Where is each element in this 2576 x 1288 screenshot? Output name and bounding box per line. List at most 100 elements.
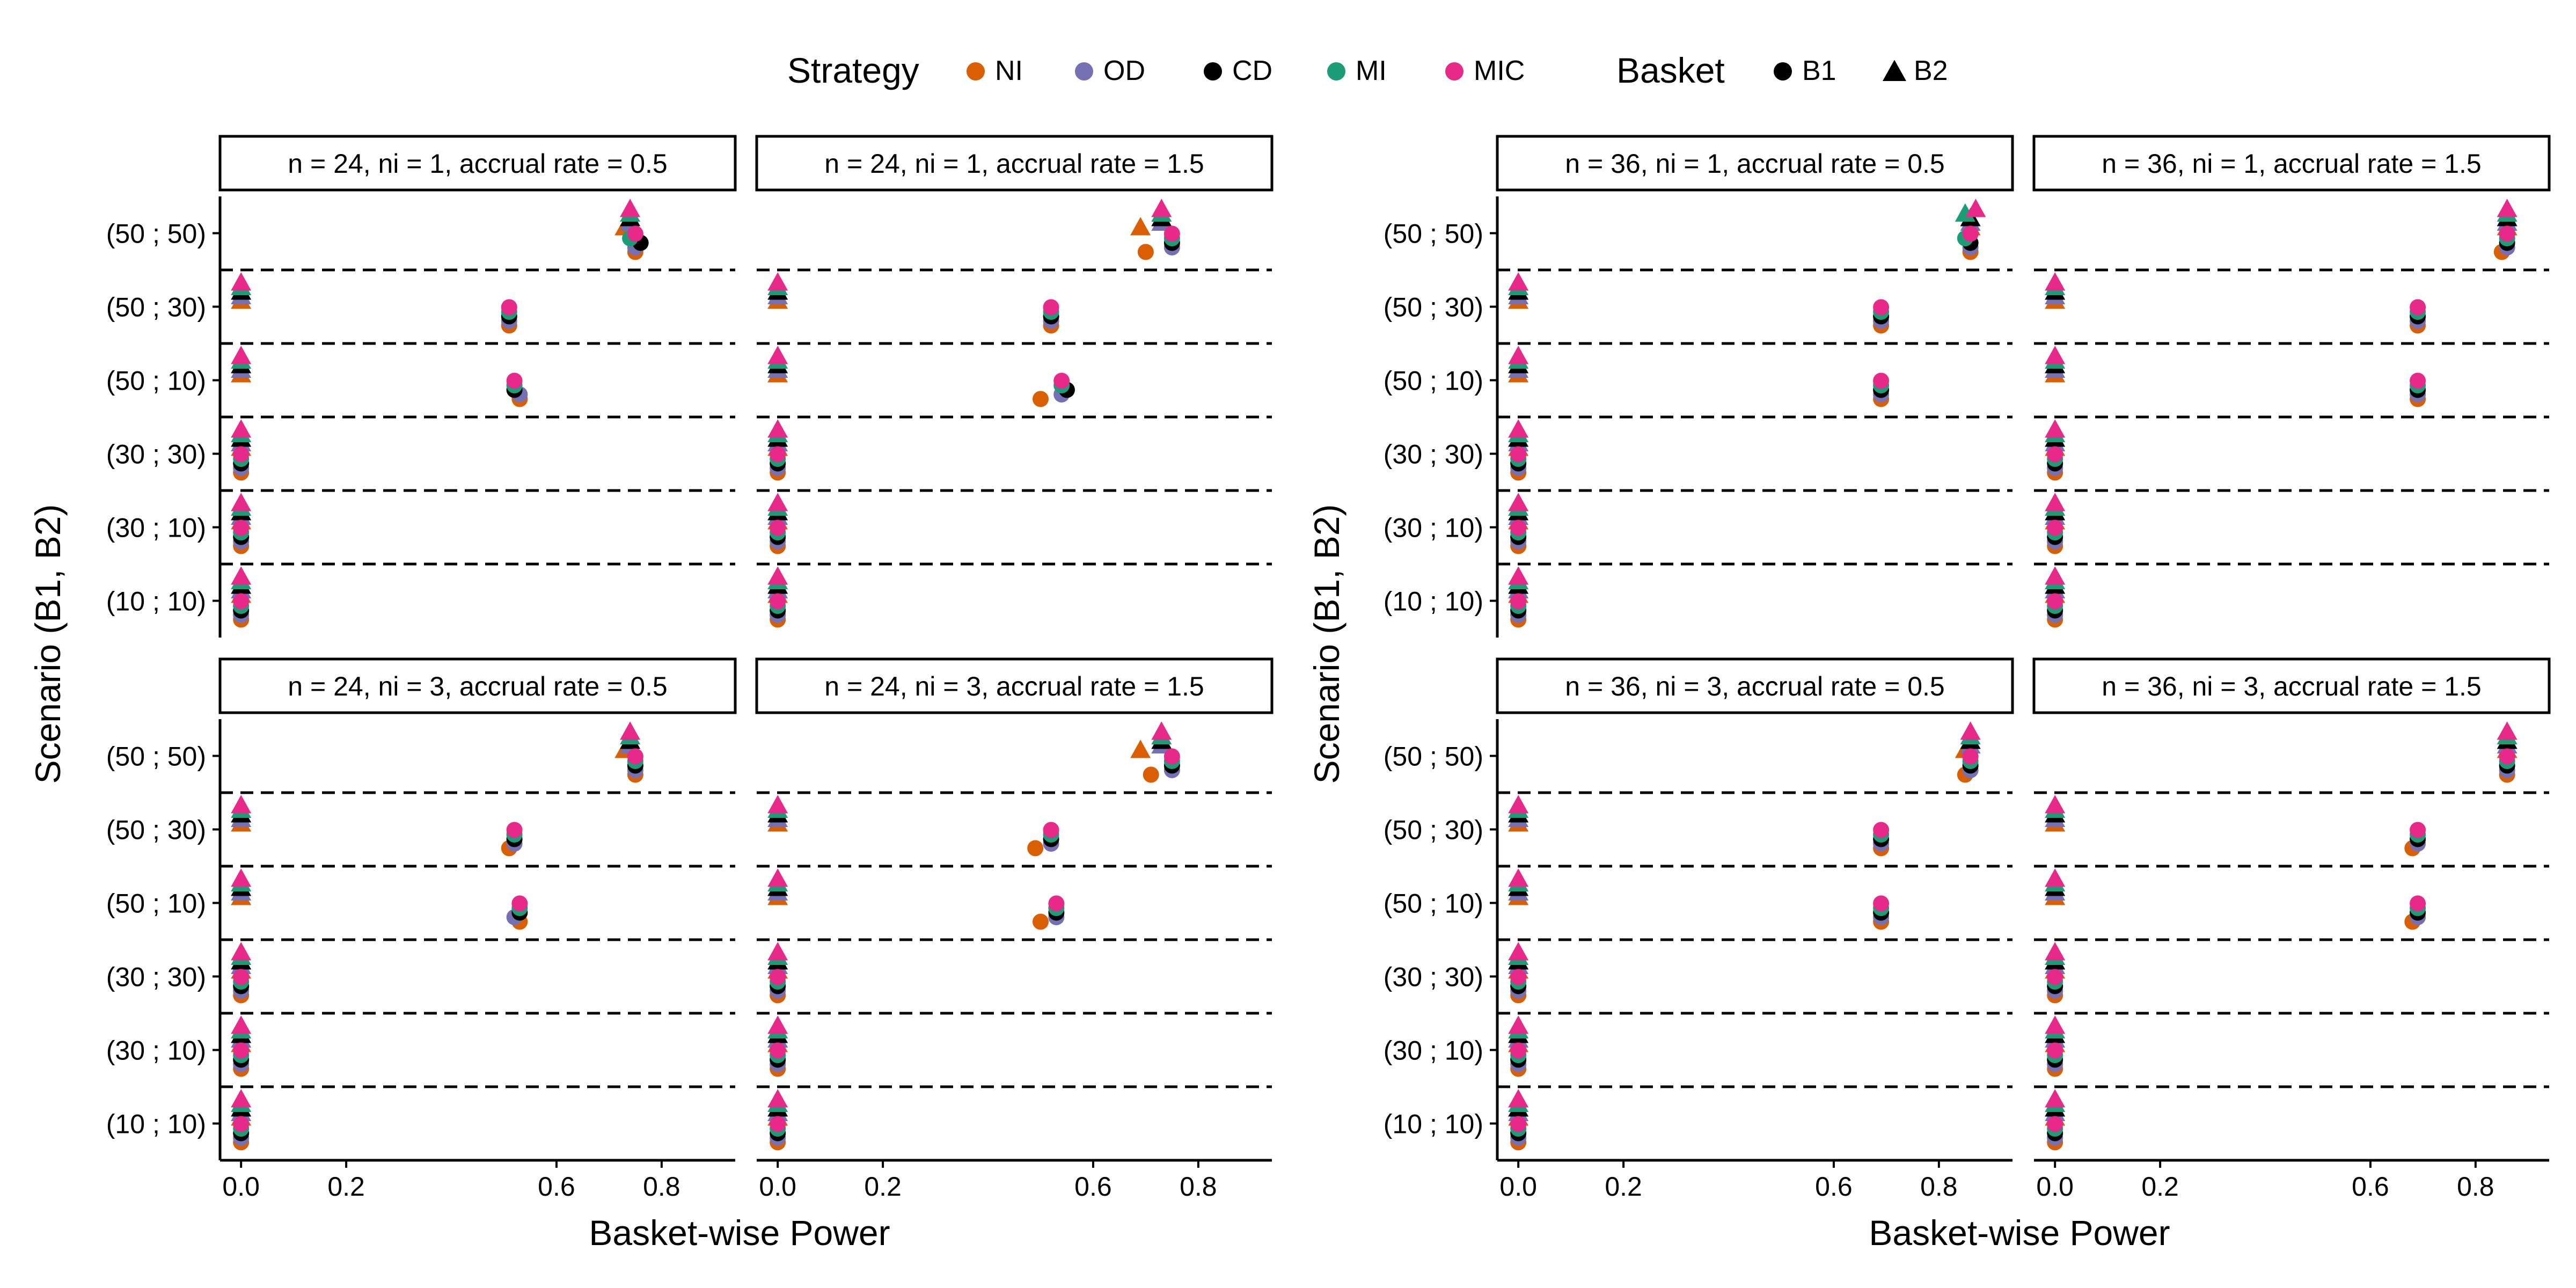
point-mic-b2 xyxy=(2497,721,2518,740)
point-mic-b2 xyxy=(620,199,641,217)
point-mic-b1 xyxy=(2047,1116,2063,1132)
y-tick-label: (30 ; 30) xyxy=(1384,440,1483,470)
point-mic-b2 xyxy=(231,346,252,364)
y-tick-label: (50 ; 10) xyxy=(1384,366,1483,396)
x-tick-label: 0.2 xyxy=(864,1172,902,1202)
facet-strip xyxy=(218,657,737,714)
facet-panel: n = 24, ni = 1, accrual rate = 0.5 (10 ; … xyxy=(106,135,737,638)
point-mic-b2 xyxy=(2045,1089,2066,1108)
y-tick-label: (30 ; 30) xyxy=(106,440,206,470)
y-tick-label: (30 ; 30) xyxy=(106,962,206,992)
y-tick-label: (10 ; 10) xyxy=(106,1109,206,1139)
facet-panel: n = 36, ni = 3, accrual rate = 0.5 (10 ; … xyxy=(1384,657,2014,1202)
point-mic-b1 xyxy=(233,519,250,536)
point-mic-b2 xyxy=(1508,346,1529,364)
legend-label-mic: MIC xyxy=(1474,55,1525,86)
y-tick-label: (10 ; 10) xyxy=(1384,1109,1483,1139)
legend-strategy-entries: NI OD CD MI MIC xyxy=(967,55,1525,86)
point-mic-b2 xyxy=(1508,868,1529,887)
point-mic-b1 xyxy=(1053,372,1070,389)
legend-label-mi: MI xyxy=(1356,55,1387,86)
point-ni-b1 xyxy=(1137,244,1154,260)
facet-title: n = 36, ni = 1, accrual rate = 1.5 xyxy=(2102,149,2481,179)
facet-title: n = 24, ni = 1, accrual rate = 1.5 xyxy=(824,149,1204,179)
point-mic-b1 xyxy=(233,1042,250,1059)
point-mic-b1 xyxy=(1510,446,1527,463)
y-tick-label: (50 ; 30) xyxy=(1384,815,1483,845)
facet-panel: n = 24, ni = 3, accrual rate = 0.5 (10 ; … xyxy=(106,657,737,1202)
y-tick-label: (50 ; 30) xyxy=(106,292,206,323)
point-mic-b2 xyxy=(2045,493,2066,511)
facet-strip xyxy=(2032,657,2551,714)
y-tick-label: (10 ; 10) xyxy=(106,587,206,617)
point-mic-b2 xyxy=(1965,199,1986,217)
facet-title: n = 36, ni = 1, accrual rate = 0.5 xyxy=(1565,149,1944,179)
legend-item-mi: MI xyxy=(1327,55,1387,86)
point-mic-b2 xyxy=(767,1089,788,1108)
y-tick-label: (50 ; 10) xyxy=(106,889,206,919)
point-mic-b1 xyxy=(2047,446,2063,463)
facet-strip xyxy=(1496,657,2014,714)
point-mic-b1 xyxy=(1048,895,1065,912)
point-mic-b1 xyxy=(770,446,786,463)
legend-label-cd: CD xyxy=(1232,55,1272,86)
point-mic-b1 xyxy=(501,299,517,316)
point-mic-b2 xyxy=(231,868,252,887)
point-ni-b1 xyxy=(1032,913,1049,930)
x-tick-label: 0.6 xyxy=(1815,1172,1853,1202)
y-tick-label: (30 ; 10) xyxy=(106,513,206,543)
facet-panel: n = 36, ni = 1, accrual rate = 1.5 xyxy=(2032,135,2551,628)
legend-item-od: OD xyxy=(1075,55,1145,86)
point-mic-b2 xyxy=(1508,942,1529,961)
y-tick-label: (50 ; 30) xyxy=(1384,292,1483,323)
legend-item-mic: MIC xyxy=(1445,55,1525,86)
facet-strip xyxy=(755,135,1274,192)
x-tick-label: 0.8 xyxy=(643,1172,680,1202)
point-ni-b1 xyxy=(1143,766,1159,783)
point-mic-b2 xyxy=(767,868,788,887)
point-mic-b1 xyxy=(770,1116,786,1132)
point-mic-b1 xyxy=(770,519,786,536)
y-tick-label: (50 ; 30) xyxy=(106,815,206,845)
point-mic-b2 xyxy=(767,795,788,814)
point-mic-b2 xyxy=(2045,346,2066,364)
facet-panel: n = 36, ni = 3, accrual rate = 1.5 0.0 0.2… xyxy=(2032,657,2551,1202)
point-mic-b1 xyxy=(2410,895,2426,912)
y-tick-label: (50 ; 50) xyxy=(106,219,206,249)
point-mic-b1 xyxy=(2047,519,2063,536)
point-mic-b1 xyxy=(233,446,250,463)
point-mic-b2 xyxy=(767,942,788,961)
point-mic-b1 xyxy=(2410,299,2426,316)
point-mic-b1 xyxy=(1510,593,1527,610)
point-mic-b2 xyxy=(1508,566,1529,585)
point-mic-b2 xyxy=(231,1089,252,1108)
point-ni-b2 xyxy=(1130,217,1151,236)
x-tick-label: 0.0 xyxy=(1499,1172,1537,1202)
point-mic-b1 xyxy=(1873,299,1890,316)
legend-marker-ni xyxy=(967,62,985,80)
legend-marker-mic xyxy=(1445,62,1463,80)
point-mic-b2 xyxy=(767,1015,788,1034)
point-mic-b1 xyxy=(2499,748,2515,765)
legend-label-od: OD xyxy=(1103,55,1145,86)
y-tick-label: (50 ; 50) xyxy=(106,742,206,772)
point-mic-b2 xyxy=(1508,419,1529,438)
y-axis-title-left: Scenario (B1, B2) xyxy=(28,504,68,784)
point-mic-b2 xyxy=(1151,199,1172,217)
point-mic-b2 xyxy=(2045,272,2066,291)
y-axis-title-right: Scenario (B1, B2) xyxy=(1307,504,1346,784)
x-axis-title-right: Basket-wise Power xyxy=(1869,1213,2170,1253)
point-mic-b2 xyxy=(231,1015,252,1034)
point-ni-b1 xyxy=(1032,391,1049,407)
legend-marker-mi xyxy=(1327,62,1345,80)
point-mic-b2 xyxy=(1508,795,1529,814)
point-mic-b1 xyxy=(1873,822,1890,838)
point-mic-b2 xyxy=(2045,419,2066,438)
x-tick-label: 0.8 xyxy=(2457,1172,2494,1202)
facet-panel: n = 24, ni = 1, accrual rate = 1.5 xyxy=(755,135,1274,628)
point-mic-b1 xyxy=(2047,1042,2063,1059)
x-tick-label: 0.8 xyxy=(1920,1172,1958,1202)
point-mic-b2 xyxy=(231,942,252,961)
legend-item-ni: NI xyxy=(967,55,1023,86)
